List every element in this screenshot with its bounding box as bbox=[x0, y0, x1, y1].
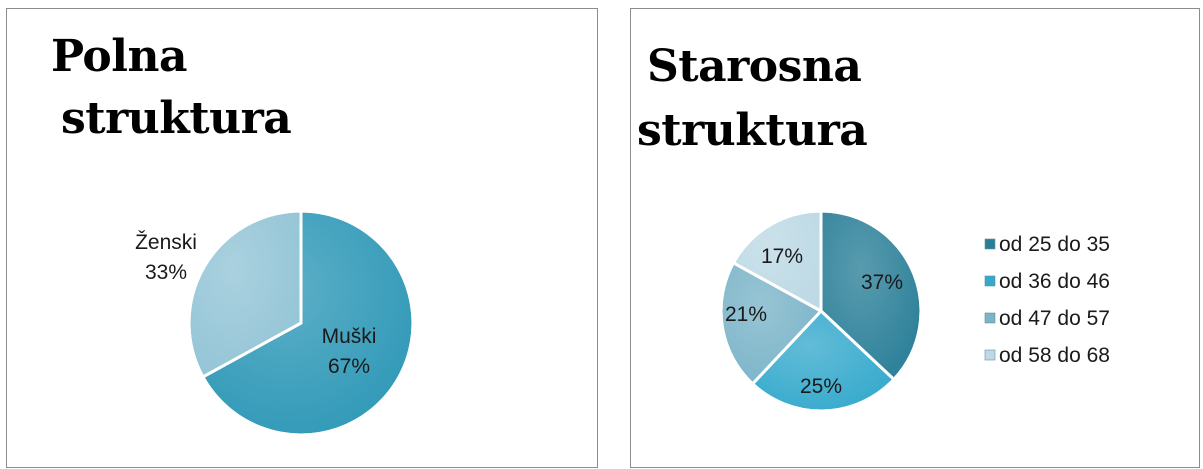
data-label-od-36-do-46-percent: 25% bbox=[800, 375, 842, 398]
data-label-muski-name: Muški bbox=[322, 325, 377, 348]
chart-panel-age: Starosna struktura 37% 25% 21% 17% od 25 do … bbox=[630, 8, 1200, 468]
data-label-od-25-do-35-percent: 37% bbox=[861, 271, 903, 294]
legend-swatch-od-47-do-57 bbox=[984, 312, 996, 324]
legend-swatch-od-36-do-46 bbox=[984, 275, 996, 287]
pie-chart-gender: Muški 67% Ženski 33% bbox=[135, 209, 415, 437]
legend-swatch-od-58-do-68 bbox=[984, 349, 996, 361]
chart-title-line-2: struktura bbox=[637, 105, 868, 156]
legend-entry-od-36-do-46: od 36 do 46 bbox=[999, 270, 1110, 293]
data-label-muski-percent: 67% bbox=[328, 355, 370, 378]
data-label-od-47-do-57-percent: 21% bbox=[725, 303, 767, 326]
pie-chart-age: 37% 25% 21% 17% od 25 do 35 od 36 do 46 od 47 … bbox=[719, 209, 1110, 413]
legend-entry-od-47-do-57: od 47 do 57 bbox=[999, 307, 1110, 330]
legend-entry-od-58-do-68: od 58 do 68 bbox=[999, 344, 1110, 367]
data-label-od-58-do-68-percent: 17% bbox=[761, 245, 803, 268]
legend-entry-od-25-do-35: od 25 do 35 bbox=[999, 233, 1110, 256]
chart-title-line-1: Starosna bbox=[647, 41, 862, 92]
legend-swatch-od-25-do-35 bbox=[984, 238, 996, 250]
chart-title-line-1: Polna bbox=[51, 31, 187, 82]
data-label-zenski-name: Ženski bbox=[135, 231, 197, 254]
pie-rim bbox=[719, 209, 923, 413]
chart-panel-gender: Polna struktura Muški 67% Ženski 33% bbox=[6, 8, 598, 468]
data-label-zenski-percent: 33% bbox=[145, 261, 187, 284]
pie-rim bbox=[187, 209, 415, 437]
chart-title-line-2: struktura bbox=[61, 93, 292, 144]
